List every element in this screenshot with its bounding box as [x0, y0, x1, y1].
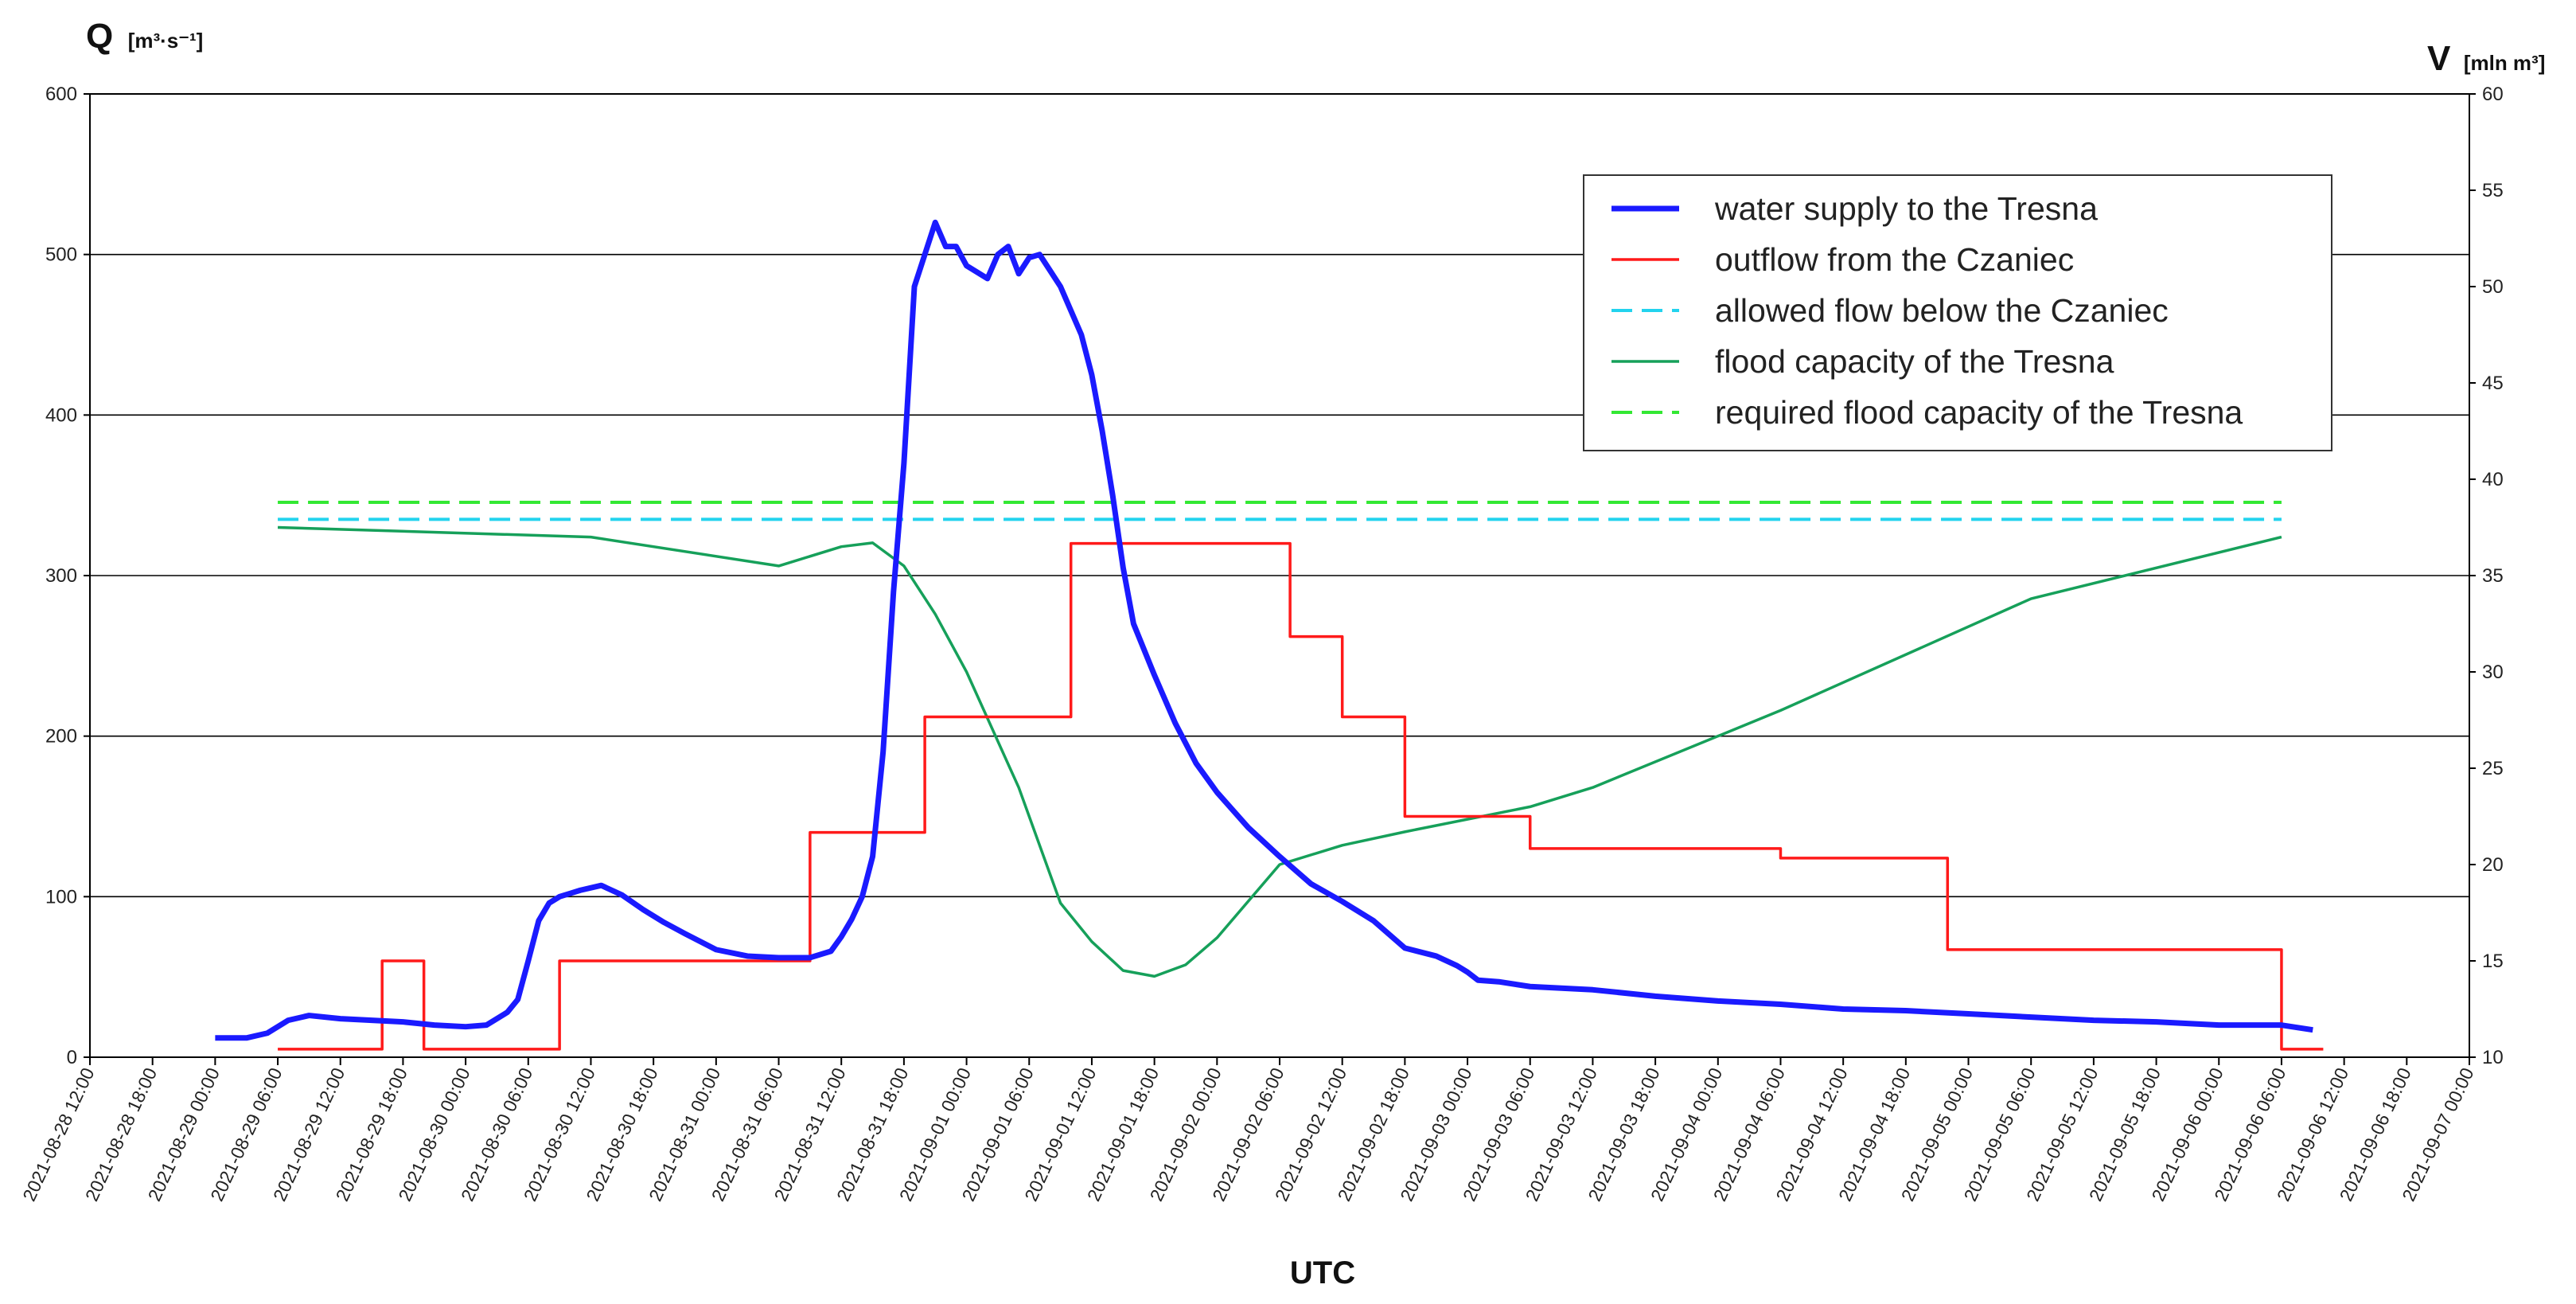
legend-label-0: water supply to the Tresna [1714, 190, 2098, 227]
legend-label-4: required flood capacity of the Tresna [1715, 394, 2243, 431]
legend-box [1583, 174, 2332, 451]
series-line-1 [278, 541, 2324, 1051]
y-right-tick-label: 15 [2482, 951, 2504, 972]
y-right-tick-label: 55 [2482, 180, 2504, 201]
y-right-tick-label: 10 [2482, 1047, 2504, 1068]
y-right-tick-label: 50 [2482, 276, 2504, 298]
y-right-axis: 10 15 20 25 30 35 40 45 50 55 60 [2469, 84, 2504, 1068]
legend-label-2: allowed flow below the Czaniec [1715, 292, 2169, 329]
y-right-axis-title: V [mln m³] [2427, 39, 2545, 78]
y-right-tick-label: 25 [2482, 758, 2504, 779]
y-left-axis-title: Q [m³·s⁻¹] [86, 17, 203, 56]
y-right-tick-label: 20 [2482, 854, 2504, 876]
y-left-tick-label: 0 [67, 1047, 77, 1068]
series-layer [215, 219, 2324, 1051]
legend-label-3: flood capacity of the Tresna [1715, 343, 2114, 380]
y-left-tick-label: 200 [45, 726, 77, 748]
x-axis-title: UTC [1290, 1255, 1355, 1290]
series-line-3 [277, 525, 2282, 978]
y-left-tick-label: 600 [45, 84, 77, 105]
y-right-tick-label: 45 [2482, 373, 2504, 394]
y-left-tick-label: 100 [45, 886, 77, 908]
y-left-tick-label: 500 [45, 244, 77, 266]
legend-label-1: outflow from the Czaniec [1715, 241, 2074, 278]
series-line-0 [215, 219, 2313, 1041]
y-left-axis: 0 100 200 300 400 500 600 [45, 84, 90, 1068]
y-right-tick-label: 35 [2482, 565, 2504, 587]
gridlines [90, 253, 2469, 898]
y-right-tick-label: 40 [2482, 469, 2504, 490]
y-right-axis-unit: [mln m³] [2464, 51, 2546, 75]
legend: water supply to the Tresna outflow from t… [1583, 174, 2332, 451]
y-left-tick-label: 400 [45, 404, 77, 426]
y-right-tick-label: 60 [2482, 84, 2504, 105]
y-right-tick-label: 30 [2482, 662, 2504, 683]
y-right-axis-symbol: V [2427, 39, 2451, 78]
y-left-axis-symbol: Q [86, 17, 113, 56]
y-left-tick-label: 300 [45, 565, 77, 587]
y-left-axis-unit: [m³·s⁻¹] [128, 29, 204, 53]
